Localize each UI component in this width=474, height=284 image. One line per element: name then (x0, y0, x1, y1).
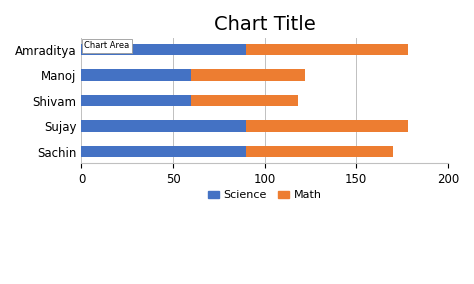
Bar (191, 95, 298, 106)
Bar (82, 120, 246, 132)
Title: Chart Title: Chart Title (214, 15, 316, 34)
Bar (246, 44, 408, 55)
Bar (246, 146, 393, 157)
Bar (246, 120, 408, 132)
Bar (82, 95, 191, 106)
Legend: Science, Math: Science, Math (203, 186, 326, 205)
Text: Chart Area: Chart Area (84, 41, 129, 50)
Bar (82, 70, 191, 81)
Bar (82, 146, 246, 157)
Bar (191, 70, 305, 81)
Bar (82, 44, 246, 55)
